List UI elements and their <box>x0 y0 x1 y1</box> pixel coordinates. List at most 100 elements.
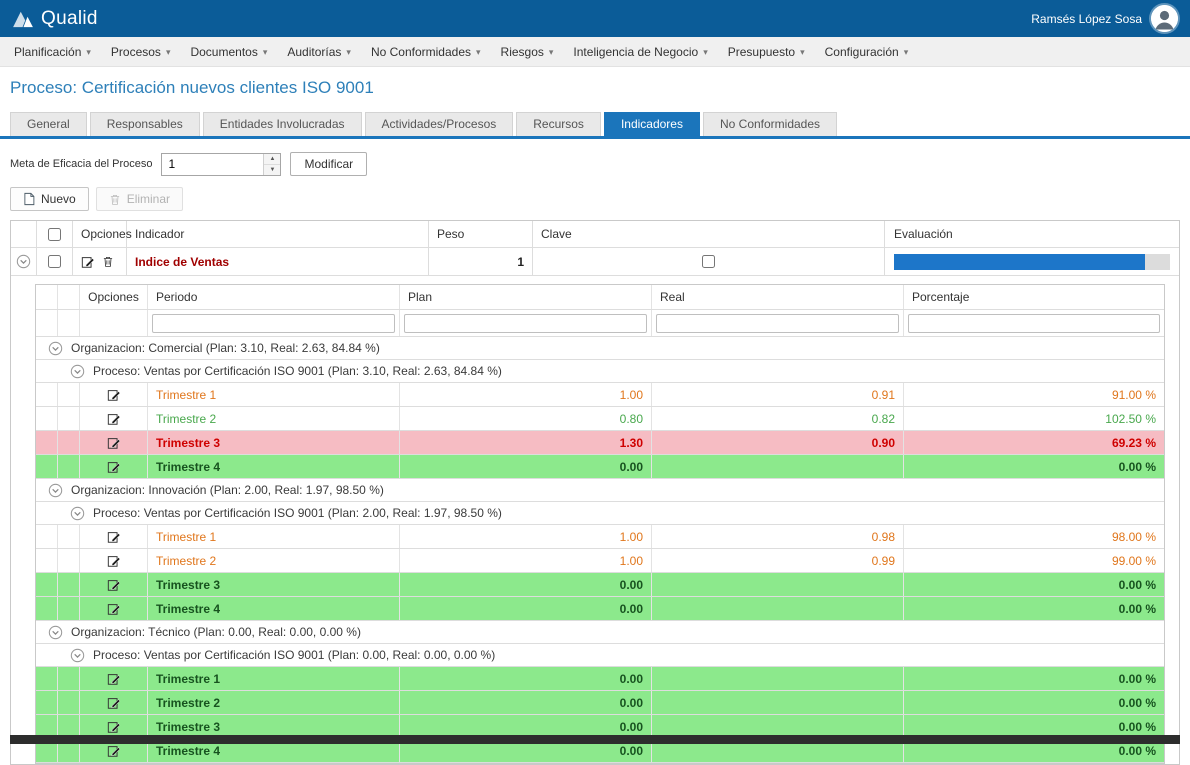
organization-group-row[interactable]: Organizacion: Innovación (Plan: 2.00, Re… <box>36 479 1164 502</box>
meta-stepper: ▲ ▼ <box>161 152 282 176</box>
collapse-group-icon[interactable] <box>70 506 85 521</box>
tab-indicadores[interactable]: Indicadores <box>603 112 700 136</box>
chevron-down-icon: ▾ <box>800 46 805 57</box>
delete-button[interactable]: Eliminar <box>95 187 184 211</box>
plan-cell: 0.00 <box>400 455 652 478</box>
tab-general[interactable]: General <box>10 112 87 136</box>
edit-icon <box>107 530 121 544</box>
process-group-label: Proceso: Ventas por Certificación ISO 90… <box>93 364 502 378</box>
edit-icon <box>107 578 121 592</box>
tab-recursos[interactable]: Recursos <box>516 112 601 136</box>
meta-input[interactable] <box>162 153 264 175</box>
real-cell <box>652 691 904 714</box>
period-row: Trimestre 4 0.00 0.00 % <box>36 455 1164 479</box>
collapse-row-icon[interactable] <box>16 254 31 269</box>
tab-actividades-procesos[interactable]: Actividades/Procesos <box>364 112 514 136</box>
edit-icon <box>107 388 121 402</box>
menu-item-planificacion[interactable]: Planificación ▾ <box>14 44 91 59</box>
filter-real-input[interactable] <box>656 313 899 333</box>
brand-name: Qualid <box>41 7 98 29</box>
percent-cell: 0.00 % <box>1118 601 1156 616</box>
collapse-group-icon[interactable] <box>48 625 63 640</box>
period-row: Trimestre 2 0.80 0.82 102.50 % <box>36 407 1164 431</box>
new-button[interactable]: Nuevo <box>10 187 89 211</box>
plan-cell: 0.00 <box>400 715 652 738</box>
tab-entidades-involucradas[interactable]: Entidades Involucradas <box>202 112 362 136</box>
column-plan: Plan <box>400 285 652 309</box>
filter-porcentaje-input[interactable] <box>908 313 1160 333</box>
filter-plan-input[interactable] <box>404 313 647 333</box>
menu-item-riesgos[interactable]: Riesgos ▾ <box>500 44 554 59</box>
indicator-name: Indice de Ventas <box>127 248 429 275</box>
collapse-group-icon[interactable] <box>48 483 63 498</box>
collapse-group-icon[interactable] <box>70 364 85 379</box>
qualid-logo-icon <box>12 10 34 28</box>
filter-periodo-input[interactable] <box>152 313 395 333</box>
edit-period-button[interactable] <box>80 455 148 478</box>
trash-icon <box>109 193 121 206</box>
percent-cell: 102.50 % <box>1105 411 1156 426</box>
real-cell: 0.91 <box>652 383 904 406</box>
process-group-row[interactable]: Proceso: Ventas por Certificación ISO 90… <box>36 502 1164 525</box>
edit-period-button[interactable] <box>80 667 148 690</box>
period-row: Trimestre 1 1.00 0.91 91.00 % <box>36 383 1164 407</box>
edit-period-button[interactable] <box>80 431 148 454</box>
real-cell <box>652 597 904 620</box>
menu-item-no-conformidades[interactable]: No Conformidades ▾ <box>370 44 481 59</box>
stepper-up-icon[interactable]: ▲ <box>264 153 281 165</box>
edit-period-button[interactable] <box>80 715 148 738</box>
process-group-label: Proceso: Ventas por Certificación ISO 90… <box>93 648 496 662</box>
edit-icon <box>107 696 121 710</box>
periods-grid: Opciones Periodo Plan Real Porcentaje Or… <box>35 284 1165 764</box>
real-cell <box>652 573 904 596</box>
grid-toolbar: Nuevo Eliminar <box>0 176 1190 211</box>
edit-period-button[interactable] <box>80 525 148 548</box>
menu-item-inteligencia-de-negocio[interactable]: Inteligencia de Negocio ▾ <box>573 44 708 59</box>
organization-group-label: Organizacion: Innovación (Plan: 2.00, Re… <box>71 483 384 497</box>
chevron-down-icon: ▾ <box>86 46 91 57</box>
percent-cell: 0.00 % <box>1118 577 1156 592</box>
period-cell: Trimestre 3 <box>148 573 400 596</box>
periods-header-row: Opciones Periodo Plan Real Porcentaje <box>36 285 1164 310</box>
tab-responsables[interactable]: Responsables <box>89 112 200 136</box>
edit-period-button[interactable] <box>80 573 148 596</box>
plan-cell: 1.00 <box>400 525 652 548</box>
edit-period-button[interactable] <box>80 383 148 406</box>
menu-item-procesos[interactable]: Procesos ▾ <box>110 44 171 59</box>
edit-period-button[interactable] <box>80 597 148 620</box>
menu-item-auditorias[interactable]: Auditorías ▾ <box>287 44 351 59</box>
page-title: Proceso: Certificación nuevos clientes I… <box>10 78 374 97</box>
menu-item-presupuesto[interactable]: Presupuesto ▾ <box>727 44 805 59</box>
indicator-peso: 1 <box>429 248 533 275</box>
menu-item-configuracion[interactable]: Configuración ▾ <box>824 44 909 59</box>
organization-group-row[interactable]: Organizacion: Técnico (Plan: 0.00, Real:… <box>36 621 1164 644</box>
evaluation-progress-fill <box>894 253 1146 270</box>
edit-period-button[interactable] <box>80 691 148 714</box>
row-select-checkbox[interactable] <box>48 255 61 268</box>
stepper-down-icon[interactable]: ▼ <box>264 164 281 175</box>
select-all-checkbox[interactable] <box>48 227 61 241</box>
column-indicador: Indicador <box>127 221 429 247</box>
process-group-row[interactable]: Proceso: Ventas por Certificación ISO 90… <box>36 644 1164 667</box>
brand[interactable]: Qualid <box>12 8 98 30</box>
collapse-group-icon[interactable] <box>70 648 85 663</box>
plan-cell: 1.30 <box>400 431 652 454</box>
process-group-row[interactable]: Proceso: Ventas por Certificación ISO 90… <box>36 360 1164 383</box>
clave-checkbox[interactable] <box>702 255 715 268</box>
user-avatar[interactable] <box>1151 5 1178 32</box>
delete-indicator-icon[interactable] <box>102 255 114 268</box>
menu-item-documentos[interactable]: Documentos ▾ <box>190 44 268 59</box>
top-bar: Qualid Ramsés López Sosa <box>0 0 1190 37</box>
edit-indicator-icon[interactable] <box>81 255 95 269</box>
edit-period-button[interactable] <box>80 407 148 430</box>
column-real: Real <box>652 285 904 309</box>
organization-group-row[interactable]: Organizacion: Comercial (Plan: 3.10, Rea… <box>36 337 1164 360</box>
modify-button[interactable]: Modificar <box>290 152 368 176</box>
indicators-header-row: Opciones Indicador Peso Clave Evaluación <box>11 221 1179 248</box>
tab-no-conformidades[interactable]: No Conformidades <box>702 112 838 136</box>
collapse-group-icon[interactable] <box>48 341 63 356</box>
edit-icon <box>107 436 121 450</box>
column-peso: Peso <box>429 221 533 247</box>
percent-cell: 0.00 % <box>1118 695 1156 710</box>
edit-period-button[interactable] <box>80 549 148 572</box>
